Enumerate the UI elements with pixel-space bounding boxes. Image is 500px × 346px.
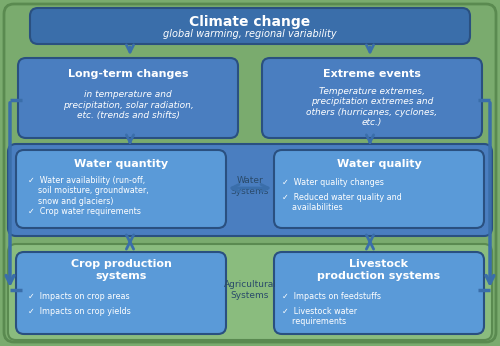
FancyArrowPatch shape	[6, 103, 14, 283]
Text: ✓  Water quality changes: ✓ Water quality changes	[282, 178, 384, 187]
Text: ✓  Impacts on crop yields: ✓ Impacts on crop yields	[28, 307, 131, 316]
Text: ✓  Crop water requirements: ✓ Crop water requirements	[28, 207, 141, 216]
Text: Livestock
production systems: Livestock production systems	[318, 259, 440, 281]
FancyBboxPatch shape	[274, 150, 484, 228]
FancyBboxPatch shape	[16, 150, 226, 228]
Text: Crop production
systems: Crop production systems	[70, 259, 172, 281]
FancyBboxPatch shape	[274, 252, 484, 334]
Text: Water quantity: Water quantity	[74, 159, 168, 169]
Text: ✓  Impacts on crop areas: ✓ Impacts on crop areas	[28, 292, 130, 301]
Text: ✓  Reduced water quality and
    availabilities: ✓ Reduced water quality and availabiliti…	[282, 193, 402, 212]
Text: Water quality: Water quality	[336, 159, 422, 169]
FancyArrowPatch shape	[486, 103, 494, 283]
Text: Water
Systems: Water Systems	[231, 176, 269, 196]
Text: Agricultural
Systems: Agricultural Systems	[224, 280, 276, 300]
FancyBboxPatch shape	[262, 58, 482, 138]
Text: ✓  Livestock water
    requirements: ✓ Livestock water requirements	[282, 307, 357, 326]
FancyBboxPatch shape	[8, 244, 492, 340]
FancyBboxPatch shape	[18, 58, 238, 138]
Text: Climate change: Climate change	[190, 15, 310, 29]
Text: Extreme events: Extreme events	[323, 69, 421, 79]
Text: in temperature and
precipitation, solar radiation,
etc. (trends and shifts): in temperature and precipitation, solar …	[62, 90, 194, 120]
Text: Temperature extremes,
precipitation extremes and
others (hurricanes, cyclones,
e: Temperature extremes, precipitation extr…	[306, 87, 438, 127]
Text: ✓  Water availability (run-off,
    soil moisture, groundwater,
    snow and gla: ✓ Water availability (run-off, soil mois…	[28, 176, 148, 206]
Text: ✓  Impacts on feedstuffs: ✓ Impacts on feedstuffs	[282, 292, 381, 301]
Text: global warming, regional variability: global warming, regional variability	[163, 29, 337, 39]
FancyBboxPatch shape	[16, 252, 226, 334]
FancyBboxPatch shape	[8, 144, 492, 236]
Text: Long-term changes: Long-term changes	[68, 69, 188, 79]
FancyBboxPatch shape	[30, 8, 470, 44]
